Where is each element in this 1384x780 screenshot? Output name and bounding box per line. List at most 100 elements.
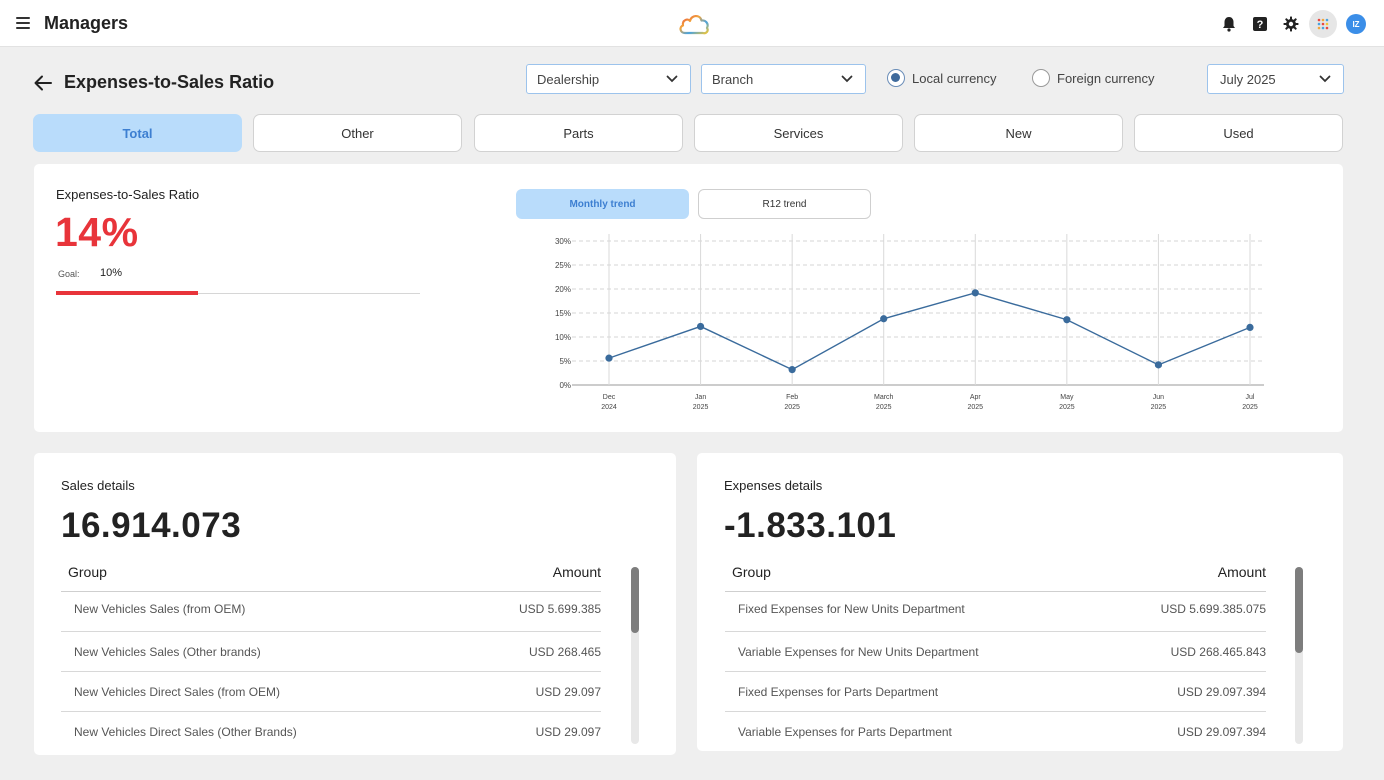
x-tick-label: Apr <box>970 394 982 401</box>
tab-services[interactable]: Services <box>694 114 903 152</box>
x-tick-label: Jul <box>1246 394 1255 401</box>
row-amount: USD 268.465.843 <box>1170 645 1266 659</box>
x-tick-label: 2025 <box>1242 404 1258 411</box>
back-arrow-icon[interactable] <box>33 73 53 93</box>
data-point <box>1246 323 1254 331</box>
gear-icon[interactable] <box>1275 10 1306 38</box>
sales-table: Group Amount New Vehicles Sales (from OE… <box>61 556 601 752</box>
r12-trend-button[interactable]: R12 trend <box>698 189 871 219</box>
radio-selected-icon <box>887 69 905 87</box>
table-row[interactable]: New Vehicles Direct Sales (from OEM) USD… <box>61 672 601 712</box>
period-select-value: July 2025 <box>1220 72 1276 87</box>
sales-details-card: Sales details 16.914.073 Group Amount Ne… <box>34 453 676 755</box>
dealership-select-value: Dealership <box>537 72 600 87</box>
apps-grid-icon[interactable] <box>1309 10 1337 38</box>
chevron-down-icon <box>841 75 853 83</box>
row-amount: USD 29.097.394 <box>1177 725 1266 739</box>
row-group: New Vehicles Sales (from OEM) <box>74 602 246 616</box>
foreign-currency-label: Foreign currency <box>1057 70 1155 86</box>
row-amount: USD 29.097 <box>535 685 601 699</box>
table-row[interactable]: New Vehicles Sales (from OEM) USD 5.699.… <box>61 592 601 632</box>
dealership-select[interactable]: Dealership <box>526 64 691 94</box>
data-point <box>788 366 796 374</box>
column-header-amount: Amount <box>552 564 601 580</box>
foreign-currency-radio[interactable]: Foreign currency <box>1032 68 1155 88</box>
row-group: New Vehicles Direct Sales (Other Brands) <box>74 725 297 739</box>
table-header: Group Amount <box>725 556 1266 592</box>
tab-parts[interactable]: Parts <box>474 114 683 152</box>
x-tick-label: Jan <box>695 394 706 401</box>
goal-value: 10% <box>100 267 123 279</box>
table-row[interactable]: New Vehicles Direct Sales (Other Brands)… <box>61 712 601 752</box>
table-row[interactable]: Variable Expenses for Parts Department U… <box>725 712 1266 752</box>
bell-icon[interactable] <box>1213 10 1244 38</box>
goal-label: Goal: <box>58 269 80 279</box>
data-point <box>880 315 888 323</box>
x-tick-label: 2025 <box>784 404 800 411</box>
y-tick-label: 5% <box>559 357 571 366</box>
cloud-logo[interactable] <box>677 11 711 37</box>
row-group: Fixed Expenses for Parts Department <box>738 685 939 699</box>
x-tick-label: 2025 <box>693 404 709 411</box>
y-tick-label: 0% <box>559 381 571 390</box>
x-tick-label: 2025 <box>1151 404 1167 411</box>
sales-scrollbar-thumb[interactable] <box>631 567 639 633</box>
top-icons: ? IZ <box>1213 10 1366 38</box>
expenses-table: Group Amount Fixed Expenses for New Unit… <box>725 556 1266 752</box>
table-row[interactable]: Fixed Expenses for New Units Department … <box>725 592 1266 632</box>
tab-used[interactable]: Used <box>1134 114 1343 152</box>
local-currency-label: Local currency <box>912 70 997 86</box>
x-tick-label: Feb <box>786 394 798 401</box>
row-group: Fixed Expenses for New Units Department <box>738 602 965 616</box>
help-icon[interactable]: ? <box>1244 10 1275 38</box>
sales-details-label: Sales details <box>61 478 135 493</box>
table-row[interactable]: New Vehicles Sales (Other brands) USD 26… <box>61 632 601 672</box>
tab-total[interactable]: Total <box>33 114 242 152</box>
top-bar: Managers ? IZ <box>0 0 1384 47</box>
x-tick-label: Jun <box>1153 394 1164 401</box>
expenses-details-card: Expenses details -1.833.101 Group Amount… <box>697 453 1343 751</box>
goal-progress-track <box>56 291 420 295</box>
local-currency-radio[interactable]: Local currency <box>887 68 997 88</box>
row-group: New Vehicles Sales (Other brands) <box>74 645 261 659</box>
expenses-total: -1.833.101 <box>724 506 897 545</box>
x-tick-label: May <box>1060 394 1074 401</box>
row-group: New Vehicles Direct Sales (from OEM) <box>74 685 281 699</box>
y-tick-label: 30% <box>555 237 571 246</box>
expenses-scrollbar-thumb[interactable] <box>1295 567 1303 653</box>
table-row[interactable]: Variable Expenses for New Units Departme… <box>725 632 1266 672</box>
sales-total: 16.914.073 <box>61 506 242 545</box>
data-point <box>1063 316 1071 324</box>
row-amount: USD 268.465 <box>528 645 601 659</box>
tab-other[interactable]: Other <box>253 114 462 152</box>
expenses-details-label: Expenses details <box>724 478 823 493</box>
menu-icon[interactable] <box>16 17 30 29</box>
row-group: Variable Expenses for Parts Department <box>738 725 952 739</box>
x-tick-label: 2025 <box>967 404 983 411</box>
column-header-amount: Amount <box>1217 564 1266 580</box>
monthly-trend-button[interactable]: Monthly trend <box>516 189 689 219</box>
branch-select[interactable]: Branch <box>701 64 866 94</box>
x-tick-label: 2025 <box>876 404 892 411</box>
sales-scrollbar[interactable] <box>631 567 639 744</box>
expenses-scrollbar[interactable] <box>1295 567 1303 744</box>
goal-progress-fill <box>56 291 198 295</box>
x-tick-label: Dec <box>603 394 616 401</box>
radio-unselected-icon <box>1032 69 1050 87</box>
row-amount: USD 29.097 <box>535 725 601 739</box>
svg-text:?: ? <box>1256 19 1263 31</box>
avatar[interactable]: IZ <box>1346 14 1366 34</box>
data-point <box>1154 361 1163 369</box>
column-header-group: Group <box>68 564 107 580</box>
y-tick-label: 15% <box>555 309 571 318</box>
tab-new[interactable]: New <box>914 114 1123 152</box>
table-row[interactable]: Fixed Expenses for Parts Department USD … <box>725 672 1266 712</box>
kpi-label: Expenses-to-Sales Ratio <box>56 187 200 202</box>
period-select[interactable]: July 2025 <box>1207 64 1344 94</box>
x-tick-label: 2024 <box>601 404 617 411</box>
y-tick-label: 25% <box>555 261 571 270</box>
table-header: Group Amount <box>61 556 601 592</box>
y-tick-label: 10% <box>555 333 571 342</box>
row-amount: USD 29.097.394 <box>1177 685 1266 699</box>
row-amount: USD 5.699.385 <box>518 602 601 616</box>
